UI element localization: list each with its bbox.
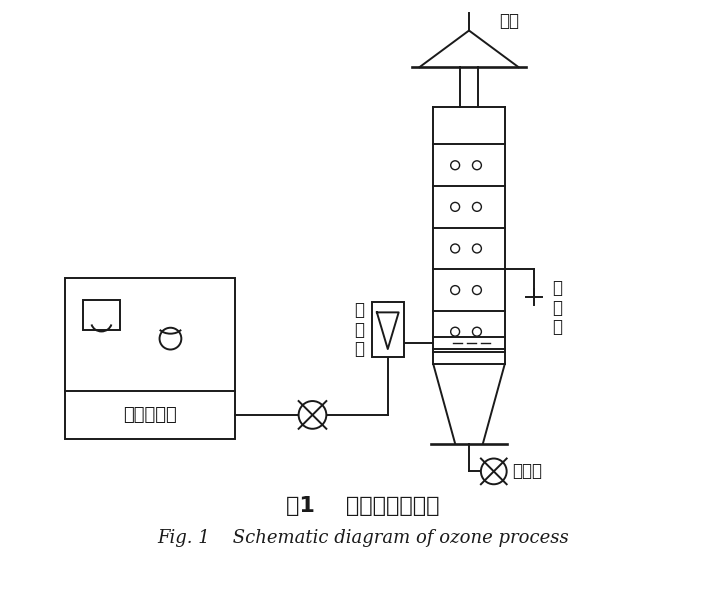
Polygon shape bbox=[377, 312, 398, 349]
Circle shape bbox=[159, 328, 181, 349]
Text: 流
量
计: 流 量 计 bbox=[354, 301, 364, 358]
Text: 取
样
阀: 取 样 阀 bbox=[553, 279, 562, 336]
Circle shape bbox=[451, 244, 459, 253]
Circle shape bbox=[481, 459, 507, 484]
Text: 臭氧发生器: 臭氧发生器 bbox=[123, 406, 177, 424]
Circle shape bbox=[451, 327, 459, 336]
Text: 放空阀: 放空阀 bbox=[513, 462, 542, 480]
Circle shape bbox=[473, 244, 481, 253]
Circle shape bbox=[451, 286, 459, 295]
Bar bbox=[65, 278, 236, 439]
Circle shape bbox=[473, 202, 481, 211]
Circle shape bbox=[299, 401, 326, 429]
Circle shape bbox=[473, 161, 481, 170]
Circle shape bbox=[451, 202, 459, 211]
Circle shape bbox=[473, 327, 481, 336]
Text: 尾气: 尾气 bbox=[499, 11, 519, 30]
Circle shape bbox=[451, 161, 459, 170]
Text: 图1    臭氧装置示意图: 图1 臭氧装置示意图 bbox=[286, 496, 440, 516]
Bar bbox=[83, 300, 120, 329]
Text: Fig. 1    Schematic diagram of ozone process: Fig. 1 Schematic diagram of ozone proces… bbox=[157, 529, 569, 547]
Circle shape bbox=[473, 286, 481, 295]
Bar bbox=[372, 303, 403, 357]
